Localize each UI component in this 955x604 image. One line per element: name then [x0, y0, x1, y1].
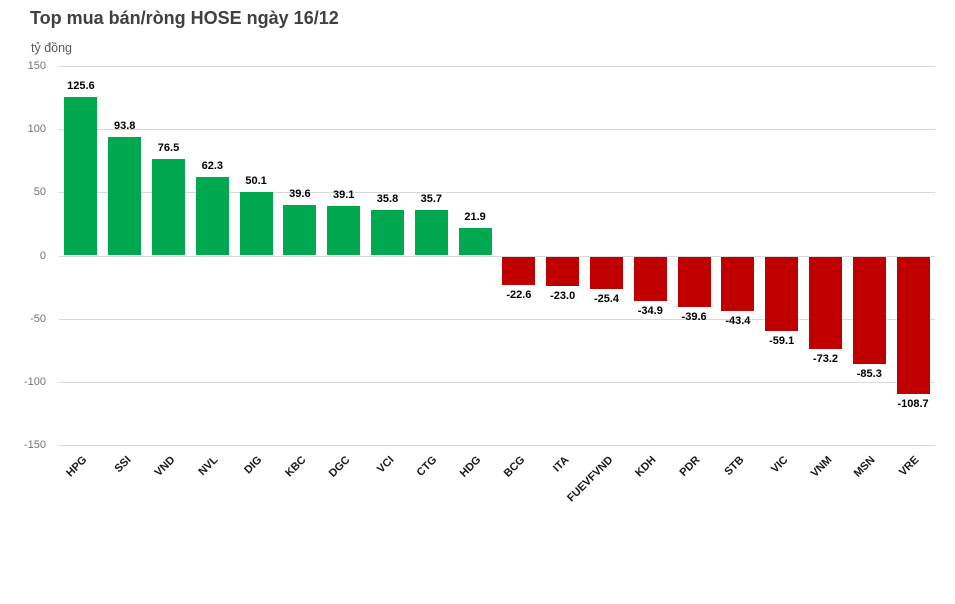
bar-value-label-HDG: 21.9 — [464, 210, 486, 223]
y-tick-label: -50 — [30, 312, 46, 325]
bar-STB — [721, 256, 755, 312]
bar-VIC — [765, 256, 799, 332]
bar-VNM — [809, 256, 842, 349]
gridline — [59, 318, 935, 320]
gridline — [59, 192, 935, 194]
y-tick-label: -100 — [23, 375, 46, 388]
bar-DGC — [327, 206, 361, 256]
bar-DIG — [239, 192, 273, 256]
gridline — [59, 381, 935, 383]
bar-ITA — [546, 256, 580, 286]
bar-value-label-HPG: 125.6 — [67, 79, 95, 92]
bar-VRE — [896, 256, 930, 394]
bar-value-label-FUEVFVND: -25.4 — [593, 292, 620, 305]
y-tick-label: 50 — [33, 186, 46, 199]
bar-value-label-SSI: 93.8 — [113, 119, 136, 132]
bar-CTG — [414, 210, 448, 256]
y-tick-label: 100 — [27, 123, 46, 136]
y-tick-label: 150 — [27, 60, 46, 72]
bar-BCG — [502, 256, 536, 286]
bar-FUEVFVND — [590, 256, 623, 289]
bar-VND — [152, 158, 185, 256]
bar-value-label-MSN: -85.3 — [856, 368, 882, 381]
bar-value-label-KBC: 39.6 — [289, 188, 311, 201]
bar-value-label-DIG: 50.1 — [245, 175, 267, 188]
bar-value-label-ITA: -23.0 — [550, 289, 576, 302]
bar-value-label-BCG: -22.6 — [506, 289, 532, 302]
gridline — [59, 129, 935, 131]
bar-value-label-STB: -43.4 — [725, 315, 751, 328]
bar-HPG — [64, 96, 98, 256]
y-tick-label: 0 — [39, 249, 46, 262]
bar-value-label-VIC: -59.1 — [769, 335, 795, 348]
bar-KDH — [633, 256, 667, 301]
bar-MSN — [852, 256, 886, 365]
bar-value-label-DGC: 39.1 — [332, 189, 355, 202]
bar-chart-plot-area: 150 100 50 0 -50 -100 -150 125.6 HPG 93.8 SSI 76.5 V… — [23, 60, 935, 504]
bar-PDR — [677, 256, 711, 307]
bar-value-label-VRE: -108.7 — [897, 397, 929, 410]
bar-value-label-VNM: -73.2 — [812, 352, 839, 365]
bar-VCI — [371, 210, 404, 256]
bar-HDG — [458, 227, 492, 256]
bar-value-label-VCI: 35.8 — [376, 193, 399, 206]
bar-value-label-PDR: -39.6 — [681, 310, 707, 323]
bar-KBC — [283, 205, 317, 256]
bar-SSI — [108, 136, 142, 256]
bar-value-label-KDH: -34.9 — [637, 304, 663, 317]
y-axis-unit-label: tỷ đồng — [31, 41, 73, 55]
y-tick-label: -150 — [23, 439, 46, 451]
gridline — [59, 445, 935, 446]
chart-title: Top mua bán/ròng HOSE ngày 16/12 — [30, 8, 339, 28]
zero-axis-line — [59, 255, 935, 257]
bar-NVL — [195, 176, 229, 256]
bar-value-label-VND: 76.5 — [157, 141, 180, 154]
bar-value-label-CTG: 35.7 — [420, 193, 442, 206]
gridline — [59, 66, 935, 67]
bar-value-label-NVL: 62.3 — [201, 159, 223, 172]
